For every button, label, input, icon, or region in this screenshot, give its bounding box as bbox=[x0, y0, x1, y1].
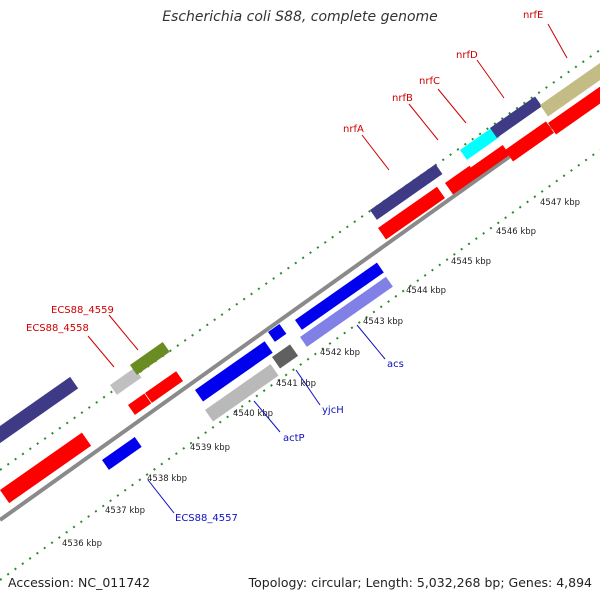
tick-label: 4537 kbp bbox=[105, 506, 145, 516]
gene-label-ECS88_4558[interactable]: ECS88_4558 bbox=[26, 323, 89, 334]
gene-block[interactable] bbox=[267, 323, 287, 342]
gene-block[interactable] bbox=[272, 344, 299, 369]
tick-label: 4547 kbp bbox=[540, 198, 580, 208]
gene-label-nrfC[interactable]: nrfC bbox=[419, 76, 440, 87]
accession-text: Accession: NC_011742 bbox=[8, 575, 151, 590]
gene-block[interactable] bbox=[295, 262, 384, 330]
tick-label: 4542 kbp bbox=[320, 348, 360, 358]
gene-block[interactable] bbox=[130, 342, 170, 375]
gene-block[interactable] bbox=[205, 364, 279, 422]
outer-tick-track bbox=[0, 49, 600, 471]
tick-labels: 4536 kbp 4537 kbp 4538 kbp 4539 kbp 4540… bbox=[62, 198, 580, 549]
label-leader bbox=[547, 23, 568, 59]
gene-block[interactable] bbox=[370, 164, 443, 220]
tick-label: 4539 kbp bbox=[190, 443, 230, 453]
gene-label-yjcH[interactable]: yjcH bbox=[322, 405, 344, 416]
tick-label: 4543 kbp bbox=[363, 317, 403, 327]
gene-label-ECS88_4557[interactable]: ECS88_4557 bbox=[175, 513, 238, 524]
gene-block[interactable] bbox=[490, 96, 542, 138]
tick-label: 4538 kbp bbox=[147, 474, 187, 484]
gene-label-nrfA[interactable]: nrfA bbox=[343, 124, 364, 135]
gene-block[interactable] bbox=[195, 341, 273, 402]
tick-label: 4544 kbp bbox=[406, 286, 446, 296]
gene-blocks-upper bbox=[0, 59, 600, 504]
label-leader bbox=[108, 314, 139, 351]
tick-label: 4545 kbp bbox=[451, 257, 491, 267]
label-leader bbox=[253, 400, 281, 433]
gene-block[interactable] bbox=[378, 186, 446, 240]
label-leader bbox=[295, 369, 321, 406]
label-leader bbox=[361, 134, 390, 171]
gene-block[interactable] bbox=[445, 165, 478, 195]
gene-label-nrfD[interactable]: nrfD bbox=[456, 50, 478, 61]
label-leader bbox=[437, 88, 467, 124]
bottom-gene-labels: acs yjcH actP ECS88_4557 bbox=[147, 324, 404, 524]
gene-block[interactable] bbox=[470, 145, 510, 178]
gene-block[interactable] bbox=[460, 127, 500, 160]
gene-block[interactable] bbox=[548, 77, 600, 135]
tick-label: 4540 kbp bbox=[233, 409, 273, 419]
gene-block[interactable] bbox=[110, 367, 142, 395]
genome-backbone bbox=[0, 90, 600, 522]
gene-label-acs[interactable]: acs bbox=[387, 359, 404, 370]
label-leader bbox=[476, 59, 505, 99]
label-leader bbox=[408, 103, 439, 141]
gene-block[interactable] bbox=[0, 432, 92, 504]
gene-block[interactable] bbox=[0, 376, 79, 452]
label-leader bbox=[356, 324, 386, 360]
tick-label: 4536 kbp bbox=[62, 539, 102, 549]
gene-label-actP[interactable]: actP bbox=[283, 433, 305, 444]
gene-block[interactable] bbox=[540, 59, 600, 117]
inner-tick-track bbox=[0, 149, 600, 581]
top-gene-labels: nrfE nrfD nrfC nrfB nrfA ECS88_4559 ECS8… bbox=[26, 10, 568, 368]
gene-label-ECS88_4559[interactable]: ECS88_4559 bbox=[51, 305, 114, 316]
gene-label-nrfE[interactable]: nrfE bbox=[523, 10, 543, 21]
label-leader bbox=[87, 335, 115, 368]
genome-title: Escherichia coli S88, complete genome bbox=[162, 9, 438, 25]
gene-label-nrfB[interactable]: nrfB bbox=[392, 93, 413, 104]
gene-block[interactable] bbox=[145, 371, 184, 403]
genome-summary-text: Topology: circular; Length: 5,032,268 bp… bbox=[248, 575, 592, 590]
gene-block[interactable] bbox=[505, 121, 554, 162]
tick-label: 4546 kbp bbox=[496, 227, 536, 237]
gene-block[interactable] bbox=[300, 276, 393, 347]
gene-block[interactable] bbox=[128, 393, 152, 415]
gene-block[interactable] bbox=[102, 437, 142, 470]
label-leader bbox=[147, 479, 175, 514]
tick-label: 4541 kbp bbox=[276, 379, 316, 389]
